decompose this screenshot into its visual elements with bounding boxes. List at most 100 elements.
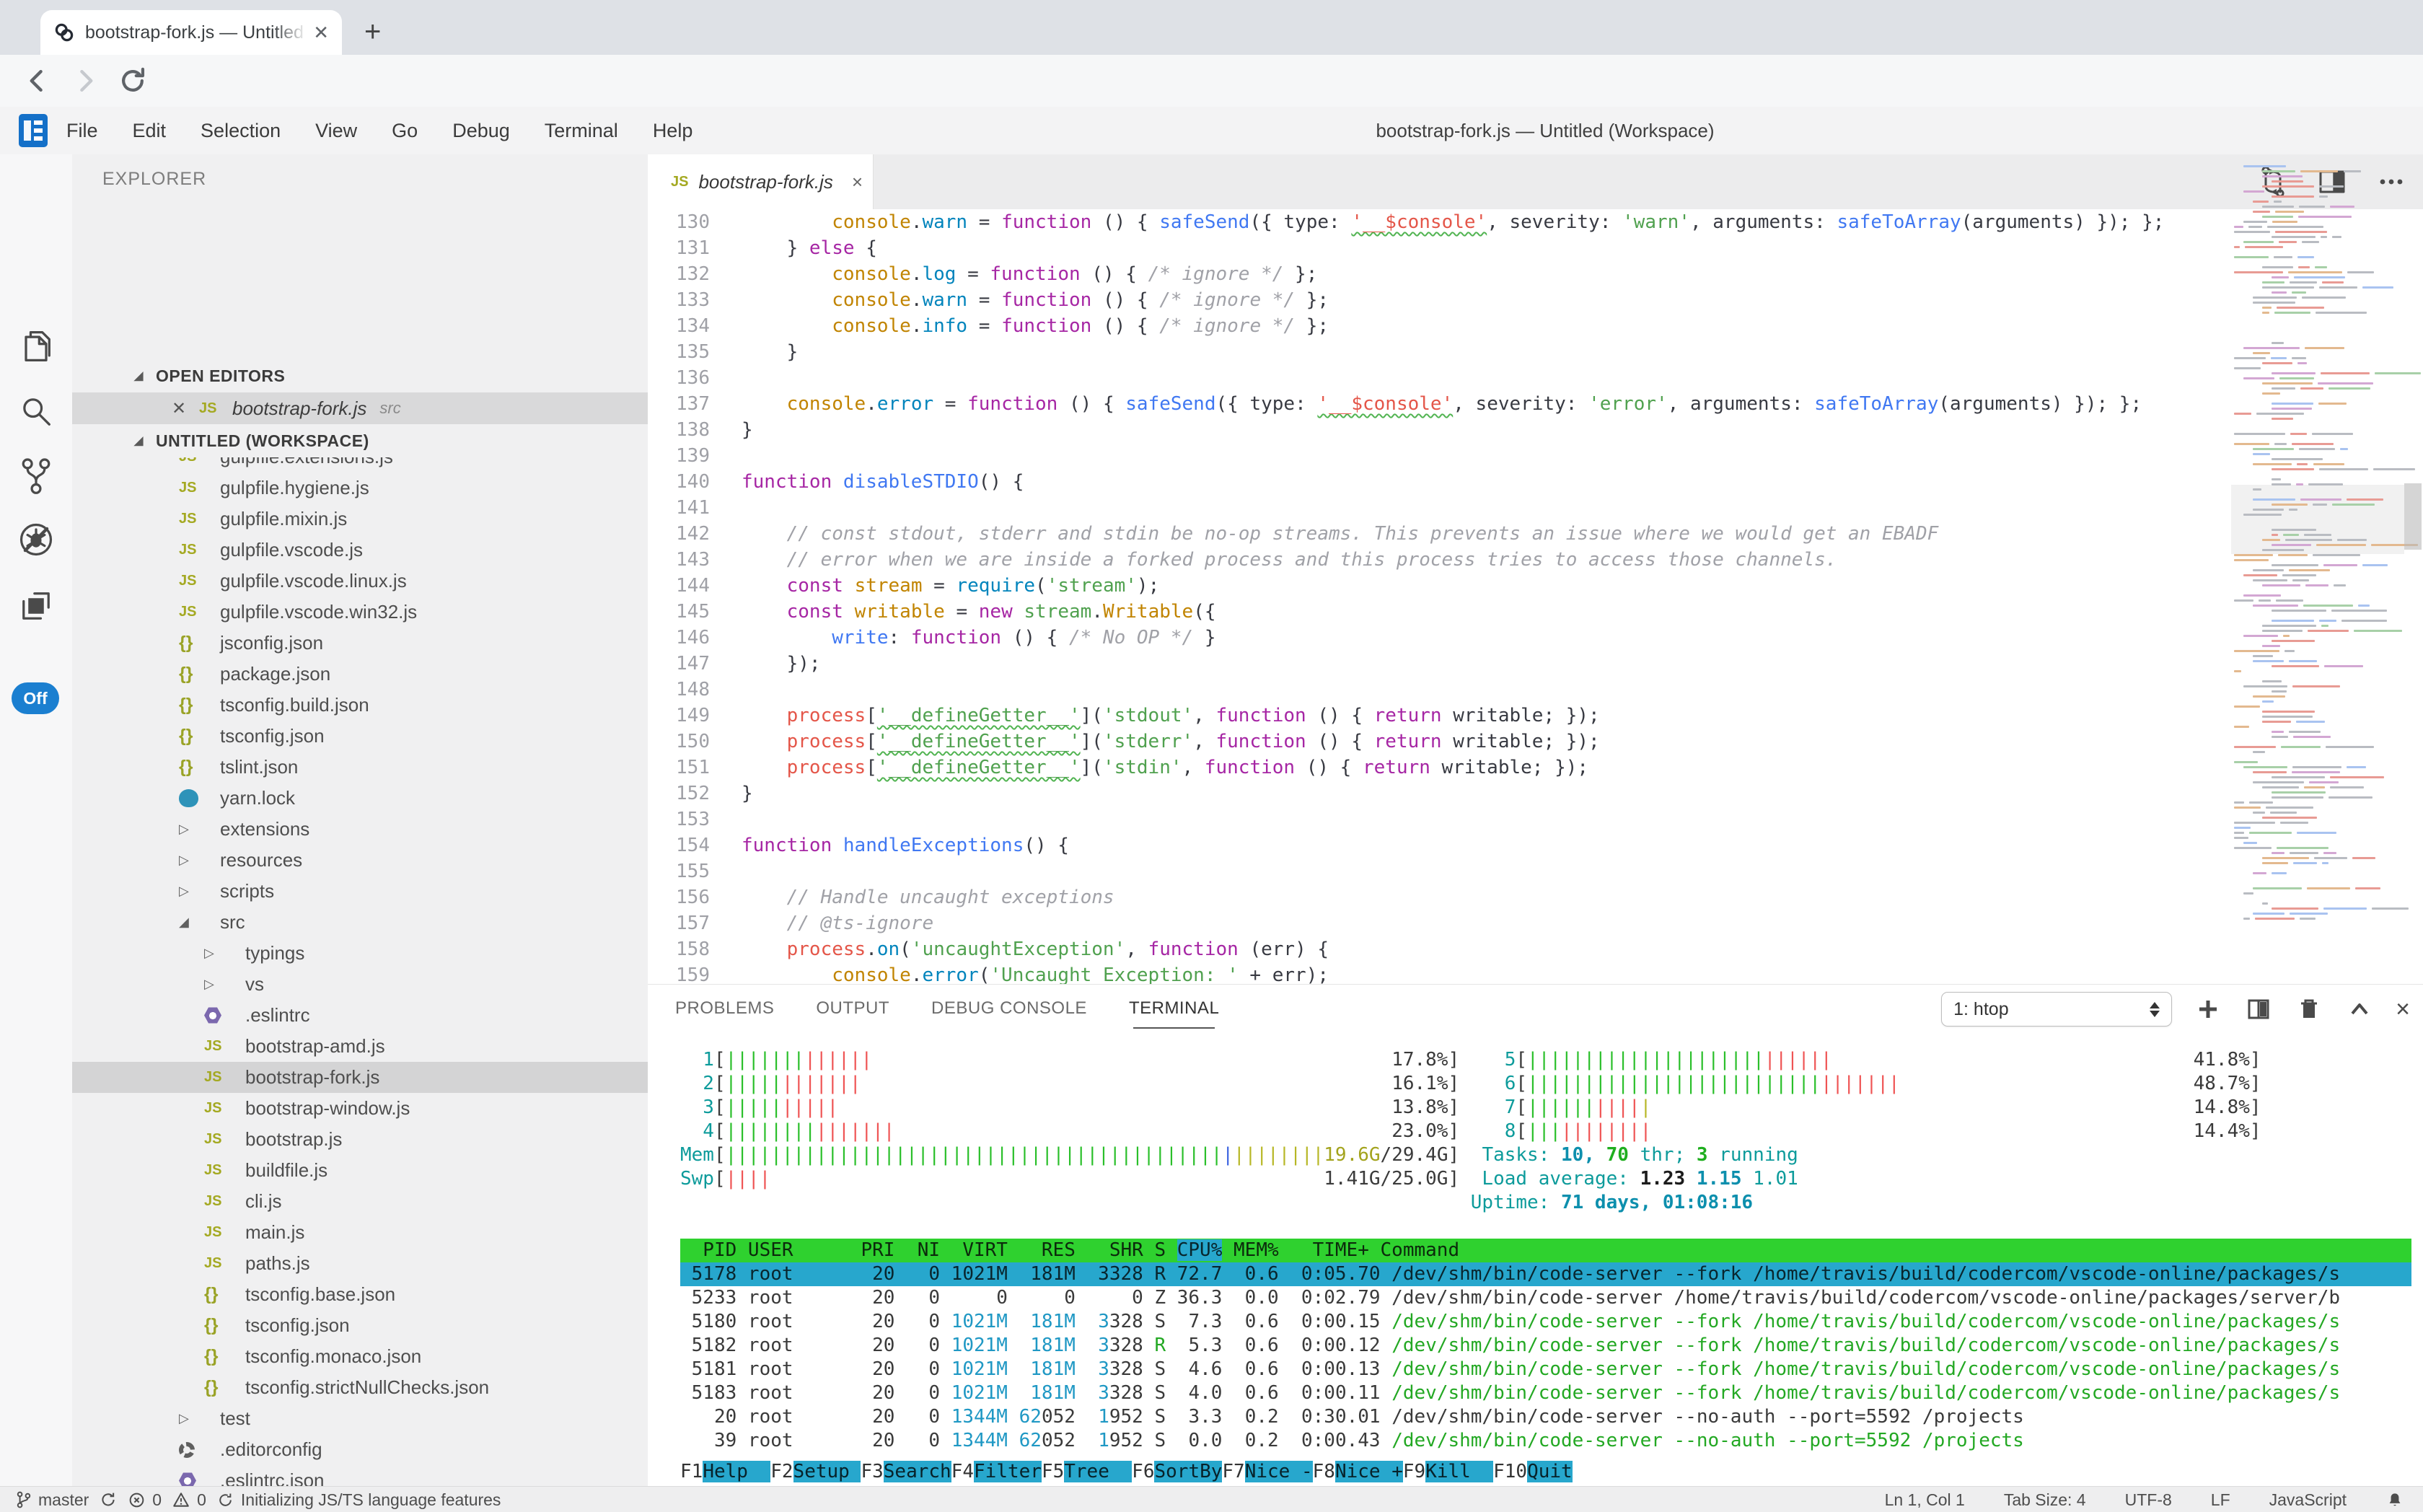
language-mode[interactable]: JavaScript: [2269, 1490, 2347, 1509]
tree-item-bootstrap-fork.js[interactable]: JS bootstrap-fork.js: [72, 1062, 648, 1093]
json-file-icon: {}: [204, 1315, 219, 1335]
editor-scrollbar[interactable]: [2404, 483, 2422, 550]
tab-problems[interactable]: PROBLEMS: [675, 998, 775, 1018]
terminal-select[interactable]: 1: htop: [1941, 992, 2173, 1027]
tree-item-.editorconfig[interactable]: .editorconfig: [72, 1434, 648, 1465]
tree-item-resources[interactable]: ▷ resources: [179, 849, 303, 871]
menu-view[interactable]: View: [315, 119, 358, 141]
tab-close-icon[interactable]: ×: [851, 170, 863, 193]
tree-item-gulpfile.vscode.js[interactable]: JS gulpfile.vscode.js: [179, 539, 363, 561]
menu-debug[interactable]: Debug: [452, 119, 510, 141]
tree-item-cli.js[interactable]: JS cli.js: [204, 1190, 282, 1212]
menu-help[interactable]: Help: [652, 119, 693, 141]
tree-item-tsconfig.base.json[interactable]: {} tsconfig.base.json: [204, 1283, 396, 1305]
cursor-position[interactable]: Ln 1, Col 1: [1884, 1490, 1965, 1509]
tree-item-yarn.lock[interactable]: yarn.lock: [72, 783, 648, 814]
terminal-output[interactable]: 1[||||||||||||| 17.8%] 5[|||||||||||||||…: [680, 1048, 2411, 1453]
new-terminal-icon[interactable]: [2194, 995, 2222, 1024]
source-control-icon[interactable]: [16, 454, 56, 495]
sync-button[interactable]: [99, 1490, 118, 1509]
back-icon[interactable]: [22, 65, 53, 97]
tree-item-.eslintrc[interactable]: .eslintrc: [72, 1000, 648, 1031]
menu-terminal[interactable]: Terminal: [544, 119, 618, 141]
error-count[interactable]: 0: [128, 1490, 162, 1510]
tree-item-tsconfig.strictNullChecks.json[interactable]: {} tsconfig.strictNullChecks.json: [204, 1376, 490, 1398]
sync-icon: [102, 1493, 115, 1506]
tree-item-bootstrap-amd.js[interactable]: JS bootstrap-amd.js: [204, 1035, 385, 1057]
eol[interactable]: LF: [2210, 1490, 2230, 1509]
close-icon[interactable]: ✕: [172, 398, 187, 418]
workspace-header[interactable]: ◢ UNTITLED (WORKSPACE): [72, 424, 648, 457]
new-tab-button[interactable]: +: [364, 16, 382, 48]
tab-size[interactable]: Tab Size: 4: [2003, 1490, 2086, 1509]
search-icon[interactable]: [16, 391, 56, 431]
minimap[interactable]: [2231, 157, 2422, 929]
debug-off-icon[interactable]: [16, 519, 56, 560]
chevron-down-icon: ◢: [179, 915, 189, 929]
tree-item-package.json[interactable]: {} package.json: [179, 663, 331, 685]
code-line: 158 process.on('uncaughtException', func…: [676, 939, 1329, 960]
tree-item-paths.js[interactable]: JS paths.js: [204, 1252, 310, 1274]
editor-tab[interactable]: JS bootstrap-fork.js ×: [648, 154, 874, 209]
code-line: 132 console.log = function () { /* ignor…: [676, 263, 1318, 285]
tree-item-bootstrap.js[interactable]: JS bootstrap.js: [204, 1128, 343, 1150]
bottom-panel: PROBLEMS OUTPUT DEBUG CONSOLE TERMINAL 1…: [648, 984, 2423, 1487]
tree-item-test[interactable]: ▷ test: [179, 1407, 250, 1429]
menu-selection[interactable]: Selection: [201, 119, 281, 141]
browser-tabstrip: bootstrap-fork.js — Untitled (W ✕ +: [0, 0, 2423, 55]
tab-close-icon[interactable]: ✕: [313, 21, 329, 43]
more-actions-icon[interactable]: [2374, 164, 2409, 199]
code-editor[interactable]: 130 console.warn = function () { safeSen…: [648, 209, 2423, 984]
tree-item-vs[interactable]: ▷ vs: [204, 973, 264, 995]
favicon-code-server-icon: [55, 23, 74, 42]
git-branch-status[interactable]: master: [16, 1490, 89, 1510]
tree-item-bootstrap-window.js[interactable]: JS bootstrap-window.js: [204, 1097, 410, 1119]
menu-file[interactable]: File: [66, 119, 98, 141]
encoding[interactable]: UTF-8: [2124, 1490, 2172, 1509]
close-panel-icon[interactable]: ×: [2396, 995, 2410, 1023]
tree-item-typings[interactable]: ▷ typings: [204, 942, 305, 964]
tree-item-tsconfig.build.json[interactable]: {} tsconfig.build.json: [179, 694, 369, 716]
open-editor-item[interactable]: ✕ JS bootstrap-fork.js src: [72, 392, 648, 424]
reload-icon[interactable]: [117, 65, 149, 97]
json-file-icon: {}: [179, 726, 193, 746]
kill-terminal-icon[interactable]: [2295, 995, 2323, 1024]
activity-bar: Off: [0, 154, 73, 1486]
tab-output[interactable]: OUTPUT: [816, 998, 890, 1018]
open-editors-header[interactable]: ◢ OPEN EDITORS: [72, 359, 648, 392]
tab-debug-console[interactable]: DEBUG CONSOLE: [931, 998, 1087, 1018]
app-logo-icon: [19, 114, 48, 147]
tree-item-gulpfile.vscode.win32.js[interactable]: JS gulpfile.vscode.win32.js: [179, 601, 418, 623]
tree-item-src[interactable]: ◢ src: [179, 911, 245, 933]
tree-item-extensions[interactable]: ▷ extensions: [179, 818, 310, 840]
terminal-line: 3[|||||||||| 13.8%] 7[||||||||||| 14.8%]: [680, 1096, 2261, 1118]
browser-tab[interactable]: bootstrap-fork.js — Untitled (W ✕: [40, 10, 342, 55]
notifications-bell-icon[interactable]: [2385, 1490, 2404, 1509]
menu-edit[interactable]: Edit: [132, 119, 167, 141]
maximize-panel-icon[interactable]: [2345, 995, 2374, 1024]
menu-go[interactable]: Go: [392, 119, 418, 141]
tree-item-tsconfig.monaco.json[interactable]: {} tsconfig.monaco.json: [204, 1345, 422, 1367]
js-file-icon: JS: [204, 1224, 222, 1240]
language-status[interactable]: Initializing JS/TS language features: [216, 1490, 501, 1510]
tree-item-gulpfile.hygiene.js[interactable]: JS gulpfile.hygiene.js: [179, 477, 369, 498]
htop-function-bar[interactable]: F1Help F2Setup F3SearchF4FilterF5Tree F6…: [680, 1461, 1573, 1482]
extensions-icon[interactable]: [16, 586, 56, 626]
tree-item-scripts[interactable]: ▷ scripts: [179, 880, 275, 902]
tree-item-tsconfig.json[interactable]: {} tsconfig.json: [179, 725, 325, 747]
tree-item-.eslintrc.json[interactable]: .eslintrc.json: [72, 1465, 648, 1486]
tree-item-buildfile.js[interactable]: JS buildfile.js: [204, 1159, 328, 1181]
code-line: 135 }: [676, 341, 799, 363]
tree-item-tsconfig.json[interactable]: {} tsconfig.json: [204, 1314, 350, 1336]
tree-item-gulpfile.mixin.js[interactable]: JS gulpfile.mixin.js: [179, 508, 348, 529]
tree-item-tslint.json[interactable]: {} tslint.json: [179, 756, 299, 778]
explorer-icon[interactable]: [16, 326, 56, 366]
split-terminal-icon[interactable]: [2244, 995, 2273, 1024]
tree-item-jsconfig.json[interactable]: {} jsconfig.json: [179, 632, 324, 654]
tree-item-main.js[interactable]: JS main.js: [204, 1221, 305, 1243]
warning-count[interactable]: 0: [172, 1490, 206, 1510]
tree-item-gulpfile.vscode.linux.js[interactable]: JS gulpfile.vscode.linux.js: [179, 570, 407, 592]
forward-icon[interactable]: [69, 65, 101, 97]
tab-terminal[interactable]: TERMINAL: [1128, 998, 1220, 1029]
off-badge[interactable]: Off: [12, 682, 59, 714]
